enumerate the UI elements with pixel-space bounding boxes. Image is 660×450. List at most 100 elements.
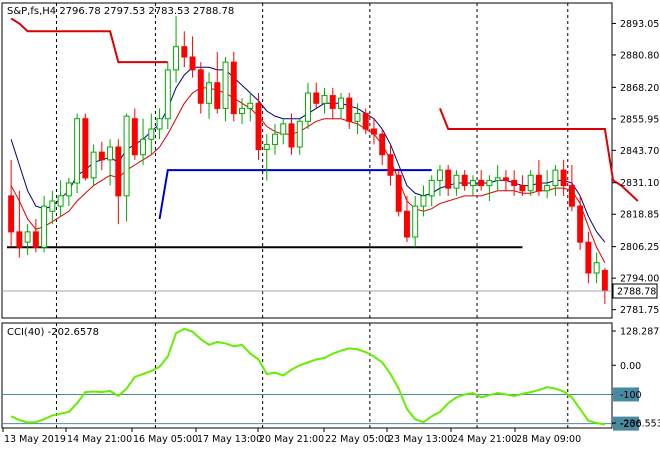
- candle: [263, 134, 270, 181]
- candle: [453, 170, 460, 196]
- candle: [189, 36, 196, 78]
- cci-line: [10, 327, 606, 426]
- candle-body: [379, 133, 386, 156]
- candle-body: [370, 128, 377, 135]
- candle: [173, 15, 180, 83]
- candle-body: [156, 118, 163, 130]
- candle: [511, 170, 518, 196]
- candle: [49, 190, 56, 225]
- candle: [16, 190, 23, 258]
- candle-body: [74, 118, 81, 184]
- candle-body: [272, 133, 278, 145]
- candle: [428, 175, 435, 207]
- candle: [321, 87, 328, 114]
- candle: [82, 113, 89, 181]
- cci-tick-label: 128.2871: [620, 327, 660, 338]
- candle-body: [173, 46, 180, 71]
- candle-body: [239, 107, 246, 115]
- candle-body: [354, 113, 361, 122]
- candle: [164, 62, 171, 129]
- candle-body: [189, 56, 196, 71]
- time-tick-label: 14 May 21:00: [67, 434, 132, 445]
- candle-body: [41, 205, 48, 248]
- candle: [65, 177, 72, 207]
- candle-body: [511, 179, 518, 187]
- candle-body: [577, 205, 584, 243]
- candle: [552, 165, 559, 196]
- candle: [370, 118, 377, 145]
- candle: [379, 129, 386, 165]
- candle-body: [148, 128, 155, 140]
- candle-body: [16, 231, 23, 248]
- candle: [585, 231, 592, 284]
- candle: [577, 195, 584, 250]
- candle-body: [502, 177, 509, 181]
- candle: [206, 72, 213, 119]
- candle: [197, 62, 204, 114]
- candle: [494, 165, 501, 191]
- candle: [8, 159, 15, 248]
- trailing-stop-line: [439, 108, 639, 202]
- candle-body: [560, 169, 567, 187]
- time-tick-label: 16 May 05:00: [133, 434, 198, 445]
- candle-body: [49, 200, 56, 212]
- price-tick-label: 2781.75: [620, 305, 659, 316]
- current-price-label: 2788.78: [617, 287, 656, 298]
- candle-body: [32, 231, 39, 248]
- candle-body: [164, 69, 171, 120]
- candle-body: [305, 92, 311, 122]
- cci-panel: 128.2871 0.00 -100 -200-236.5534: [2, 327, 660, 431]
- cci-header: CCI(40) -202.6578: [7, 327, 99, 338]
- period-separators: [55, 3, 569, 428]
- candle-body: [206, 82, 213, 104]
- candle: [560, 159, 567, 196]
- candle: [527, 170, 534, 196]
- candle-body: [453, 174, 460, 189]
- candle: [41, 195, 48, 253]
- candle-body: [263, 143, 270, 151]
- candle: [346, 93, 353, 129]
- candle: [230, 51, 237, 122]
- candle-body: [428, 179, 435, 197]
- candle-body: [115, 146, 122, 197]
- candle-body: [288, 123, 295, 148]
- candle-body: [412, 205, 419, 238]
- time-tick-label: 20 May 21:00: [259, 434, 324, 445]
- candle: [395, 170, 402, 217]
- candle-body: [403, 210, 410, 238]
- candle: [486, 175, 493, 201]
- candle-body: [280, 123, 287, 135]
- candle: [420, 185, 427, 217]
- candle: [131, 108, 138, 160]
- candle: [288, 113, 295, 155]
- candle: [107, 139, 114, 186]
- trailing-stop-line: [10, 17, 168, 64]
- candle: [362, 108, 369, 135]
- time-tick-label: 13 May 2019: [4, 434, 66, 445]
- candle-body: [214, 82, 221, 109]
- candle: [445, 165, 452, 196]
- candle: [239, 98, 246, 124]
- candle-body: [568, 185, 575, 207]
- candle-body: [230, 61, 237, 115]
- candle: [469, 175, 476, 196]
- main-chart-header: S&P,fs,H4 2796.78 2797.53 2783.53 2788.7…: [7, 6, 234, 17]
- candle-body: [436, 169, 443, 181]
- price-tick-label: 2831.10: [620, 178, 659, 189]
- candle: [436, 165, 443, 196]
- candle: [57, 180, 64, 217]
- candle: [535, 159, 542, 196]
- candle: [412, 195, 419, 248]
- candle-body: [585, 241, 592, 274]
- price-panel: [2, 15, 639, 304]
- candle: [181, 31, 188, 68]
- candle: [478, 170, 485, 191]
- candle-body: [461, 174, 468, 187]
- candle: [338, 93, 344, 119]
- candle-body: [140, 138, 147, 156]
- price-tick-label: 2806.25: [620, 242, 659, 253]
- price-tick-label: 2818.85: [620, 210, 659, 221]
- cci-panel-frame: [1, 322, 613, 429]
